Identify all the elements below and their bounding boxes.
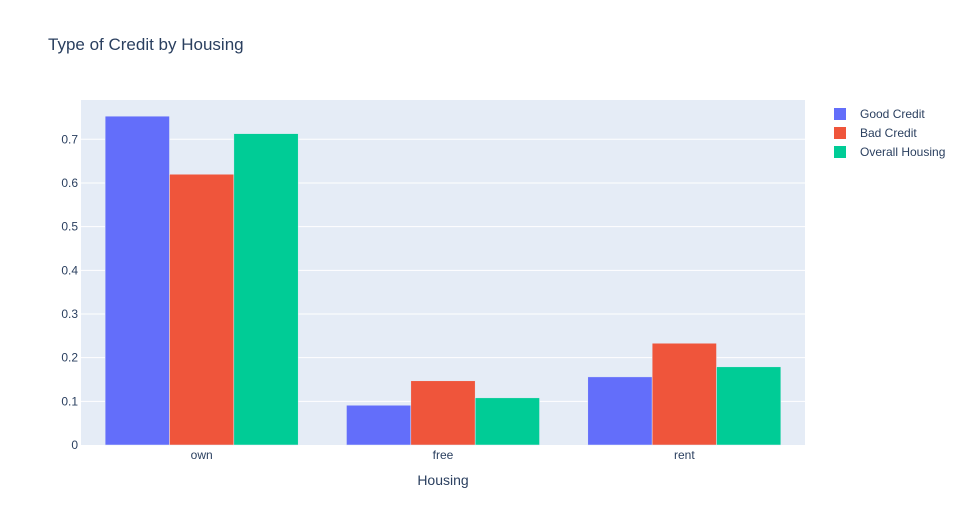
legend[interactable]: Good Credit Bad Credit Overall Housing xyxy=(834,107,945,159)
legend-item-overall-housing[interactable]: Overall Housing xyxy=(834,145,945,159)
bar-overall-housing-free[interactable] xyxy=(474,397,540,446)
legend-item-bad-credit[interactable]: Bad Credit xyxy=(834,126,917,140)
bar-good-credit-own[interactable] xyxy=(104,115,170,446)
legend-swatch xyxy=(834,108,846,120)
bar-good-credit-free[interactable] xyxy=(346,405,412,446)
y-tick-label: 0.6 xyxy=(61,176,78,190)
bar-overall-housing-rent[interactable] xyxy=(716,366,782,446)
legend-item-good-credit[interactable]: Good Credit xyxy=(834,107,925,121)
y-tick-label: 0.1 xyxy=(61,394,78,408)
y-axis-ticks: 0 0.1 0.2 0.3 0.4 0.5 0.6 0.7 xyxy=(61,132,78,452)
y-tick-label: 0.4 xyxy=(61,263,78,277)
y-tick-label: 0.3 xyxy=(61,307,78,321)
bars xyxy=(104,115,782,446)
y-tick-label: 0.7 xyxy=(61,132,78,146)
x-axis-title: Housing xyxy=(417,472,468,488)
legend-label: Overall Housing xyxy=(860,145,945,159)
legend-label: Bad Credit xyxy=(860,126,917,140)
x-tick-label: own xyxy=(191,448,213,462)
legend-swatch xyxy=(834,127,846,139)
x-tick-label: rent xyxy=(674,448,695,462)
bar-bad-credit-own[interactable] xyxy=(169,173,235,446)
legend-swatch xyxy=(834,146,846,158)
chart-title: Type of Credit by Housing xyxy=(48,35,244,54)
y-tick-label: 0 xyxy=(71,438,78,452)
bar-bad-credit-rent[interactable] xyxy=(651,342,717,446)
y-tick-label: 0.2 xyxy=(61,351,78,365)
y-tick-label: 0.5 xyxy=(61,220,78,234)
bar-overall-housing-own[interactable] xyxy=(233,133,299,446)
x-axis-ticks: own free rent xyxy=(191,448,696,462)
bar-good-credit-rent[interactable] xyxy=(587,376,653,446)
x-tick-label: free xyxy=(433,448,454,462)
bar-bad-credit-free[interactable] xyxy=(410,380,476,446)
legend-label: Good Credit xyxy=(860,107,925,121)
